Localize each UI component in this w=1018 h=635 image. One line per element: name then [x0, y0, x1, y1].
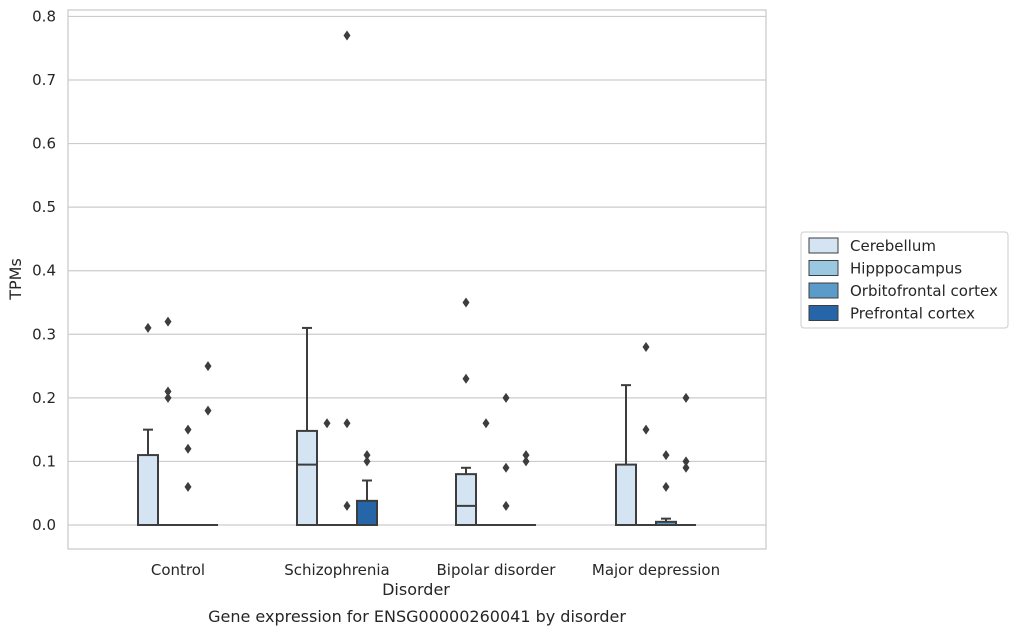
box-group [356, 450, 378, 527]
box [137, 454, 159, 527]
y-tick-label: 0.5 [32, 198, 56, 216]
legend-label: Cerebellum [850, 237, 936, 255]
box-plot-area [137, 30, 696, 527]
box-group [676, 392, 696, 526]
outlier-point [184, 424, 192, 435]
y-tick-label: 0.3 [32, 325, 56, 343]
box [296, 429, 318, 526]
y-tick-label: 0.8 [32, 7, 56, 25]
outlier-point [482, 418, 490, 429]
box-group [655, 450, 677, 526]
legend-swatch [808, 282, 839, 299]
outlier-point [462, 373, 470, 384]
y-tick-label: 0.2 [32, 389, 56, 407]
outlier-point [522, 456, 530, 467]
outlier-point [343, 30, 351, 41]
box-group [198, 361, 218, 526]
outlier-point [642, 342, 650, 352]
box-group [496, 392, 516, 526]
y-tick-label: 0.0 [32, 516, 56, 534]
legend: Cerebellum Hipppocampus Orbitofrontal cort… [800, 231, 1009, 329]
outlier-point [164, 316, 172, 327]
box [615, 463, 637, 527]
x-tick-label: Bipolar disorder [437, 561, 557, 579]
gridlines [68, 15, 766, 526]
outlier-point [462, 297, 470, 308]
outlier-point [144, 322, 152, 333]
x-tick-label: Control [151, 561, 205, 579]
outlier-point [682, 462, 690, 473]
legend-label: Orbitofrontal cortex [850, 282, 998, 300]
y-axis-label: TPMs [6, 258, 25, 301]
legend-label: Hipppocampus [850, 260, 962, 278]
outlier-point [343, 500, 351, 511]
chart-title: Gene expression for ENSG00000260041 by d… [208, 607, 626, 626]
outlier-point [164, 386, 172, 397]
outlier-point [323, 418, 331, 429]
box-group [455, 297, 477, 526]
box [455, 473, 477, 526]
y-tick-label: 0.1 [32, 452, 56, 470]
y-axis-ticks: 0.0 0.1 0.2 0.3 0.4 0.5 0.6 0.7 0.8 [32, 7, 56, 534]
x-axis-label: Disorder [382, 580, 450, 599]
legend-swatch [808, 237, 839, 254]
legend-label: Prefrontal cortex [850, 305, 975, 323]
legend-swatch [808, 260, 839, 276]
box-group [516, 450, 536, 526]
outlier-point [682, 392, 690, 403]
y-tick-label: 0.7 [32, 71, 56, 89]
plot-frame [67, 9, 767, 550]
box-group [178, 424, 198, 526]
x-tick-label: Schizophrenia [284, 561, 389, 579]
outlier-point [502, 500, 510, 511]
outlier-point [502, 392, 510, 403]
outlier-point [184, 481, 192, 492]
outlier-point [184, 443, 192, 454]
outlier-point [343, 418, 351, 429]
x-axis-ticks: Control Schizophrenia Bipolar disorder Majo… [151, 561, 720, 579]
box-group [296, 326, 318, 526]
box-group [137, 322, 159, 527]
outlier-point [204, 361, 212, 372]
legend-swatch [808, 305, 839, 321]
outlier-point [682, 456, 690, 467]
outlier-point [363, 456, 371, 467]
box-group [317, 418, 337, 526]
y-tick-label: 0.4 [32, 262, 56, 280]
x-tick-label: Major depression [592, 561, 720, 579]
y-tick-label: 0.6 [32, 135, 56, 153]
outlier-point [164, 392, 172, 403]
box-group [337, 30, 357, 526]
box-group [615, 384, 637, 527]
outlier-point [662, 481, 670, 492]
outlier-point [363, 450, 371, 461]
outlier-point [204, 405, 212, 416]
legend-frame [800, 231, 1009, 329]
outlier-point [662, 450, 670, 461]
outlier-point [502, 462, 510, 473]
box-group [476, 418, 496, 526]
box-group [636, 342, 656, 526]
box-group [158, 316, 178, 526]
box [356, 499, 378, 527]
outlier-point [522, 450, 530, 461]
outlier-point [642, 424, 650, 435]
